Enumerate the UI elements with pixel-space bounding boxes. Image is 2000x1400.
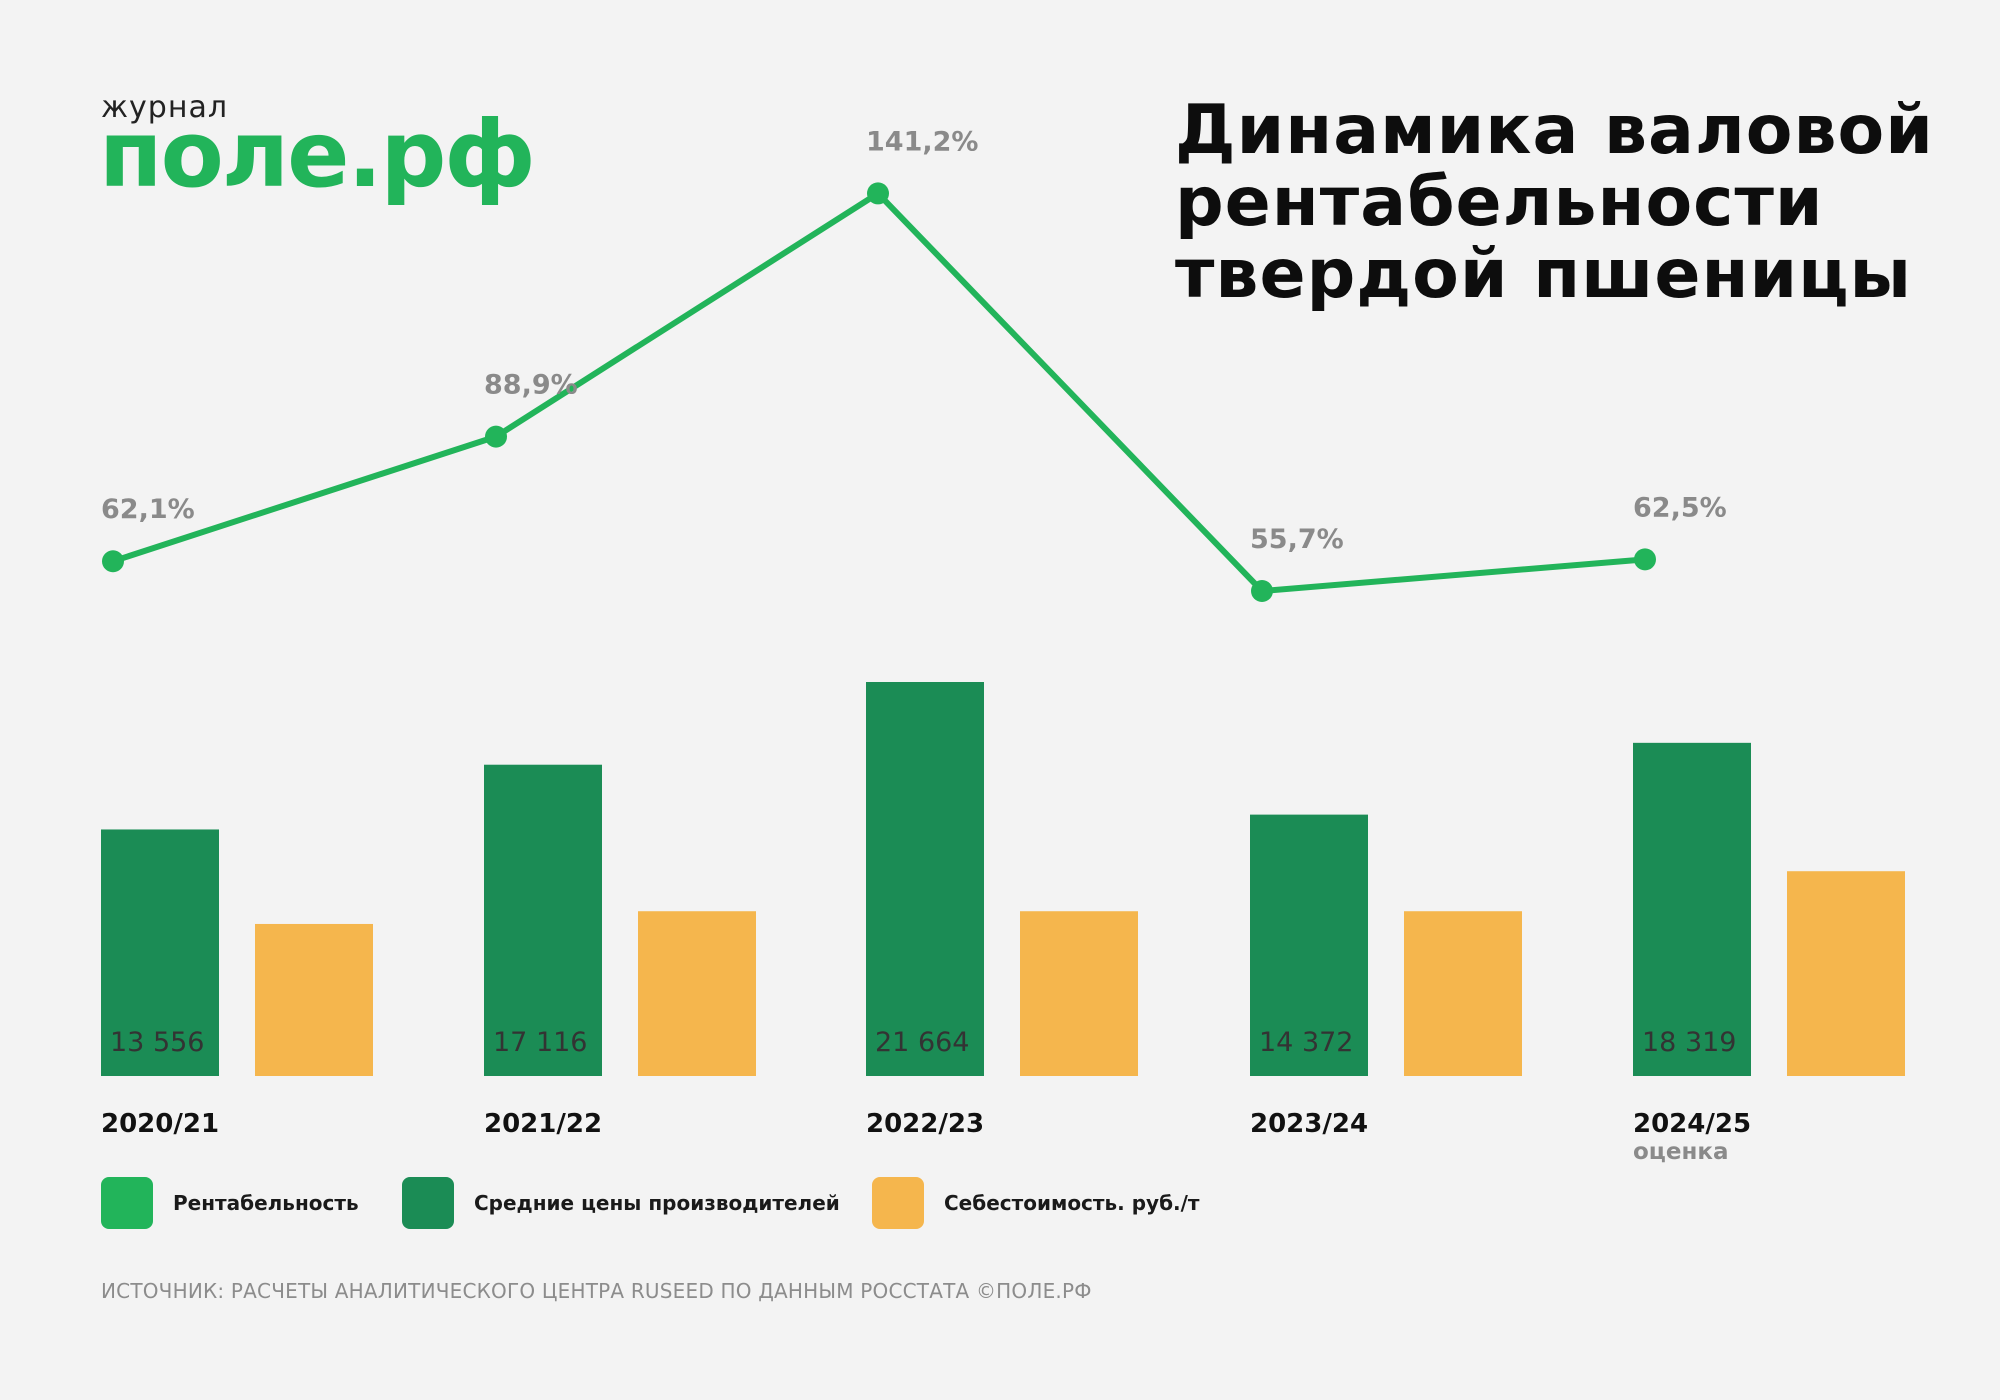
category-note: оценка (1633, 1139, 1728, 1165)
source-note: ИСТОЧНИК: РАСЧЕТЫ АНАЛИТИЧЕСКОГО ЦЕНТРА … (101, 1279, 1092, 1303)
profitability-point (1634, 548, 1656, 571)
price-bar (101, 829, 219, 1076)
profitability-line (112, 190, 1646, 594)
legend-label-profitability: Рентабельность (173, 1191, 359, 1215)
legend-swatch-cost (872, 1177, 924, 1229)
category-label: 2022/23 (866, 1109, 984, 1139)
profitability-label: 62,1% (101, 494, 195, 525)
profitability-point (485, 425, 507, 448)
price-value-label: 14 372 (1259, 1027, 1353, 1058)
category-label: 2021/22 (484, 1109, 602, 1139)
profitability-point (102, 550, 124, 573)
title-line-2: рентабельности (1175, 163, 1824, 242)
category-label: 2024/25 (1633, 1109, 1751, 1139)
profitability-point (1251, 579, 1273, 602)
legend-item-producer-prices: Средние цены производителей (402, 1176, 840, 1230)
cost-bar (255, 923, 373, 1076)
category-label: 2020/21 (101, 1109, 219, 1139)
price-value-label: 17 116 (493, 1027, 587, 1058)
chart-title: Динамика валовой рентабельности твердой … (1175, 95, 1975, 311)
legend-swatch-producer-prices (402, 1177, 454, 1229)
profitability-point (867, 182, 889, 205)
legend-item-profitability: Рентабельность (101, 1176, 359, 1230)
legend-label-producer-prices: Средние цены производителей (474, 1191, 840, 1215)
price-value-label: 18 319 (1642, 1027, 1736, 1058)
legend-label-cost: Себестоимость. руб./т (944, 1191, 1200, 1215)
price-bar (866, 682, 984, 1076)
legend-swatch-profitability (101, 1177, 153, 1229)
title-line-1: Динамика валовой (1175, 91, 1934, 170)
logo-subtitle: журнал (101, 90, 228, 125)
profitability-label: 88,9% (484, 370, 578, 401)
logo-wordmark: поле.рф (99, 101, 536, 208)
price-bar (1250, 814, 1368, 1076)
price-bar (1633, 742, 1751, 1076)
profitability-label: 141,2% (866, 126, 978, 157)
profitability-label: 55,7% (1250, 524, 1344, 555)
profitability-label: 62,5% (1633, 492, 1727, 523)
legend-item-cost: Себестоимость. руб./т (872, 1176, 1200, 1230)
price-bar (484, 764, 602, 1076)
cost-bar (1020, 911, 1138, 1076)
title-line-3: твердой пшеницы (1175, 235, 1913, 314)
price-value-label: 13 556 (110, 1027, 204, 1058)
cost-bar (1404, 911, 1522, 1076)
cost-bar (638, 911, 756, 1076)
price-value-label: 21 664 (875, 1027, 969, 1058)
cost-bar (1787, 871, 1905, 1076)
category-label: 2023/24 (1250, 1109, 1368, 1139)
